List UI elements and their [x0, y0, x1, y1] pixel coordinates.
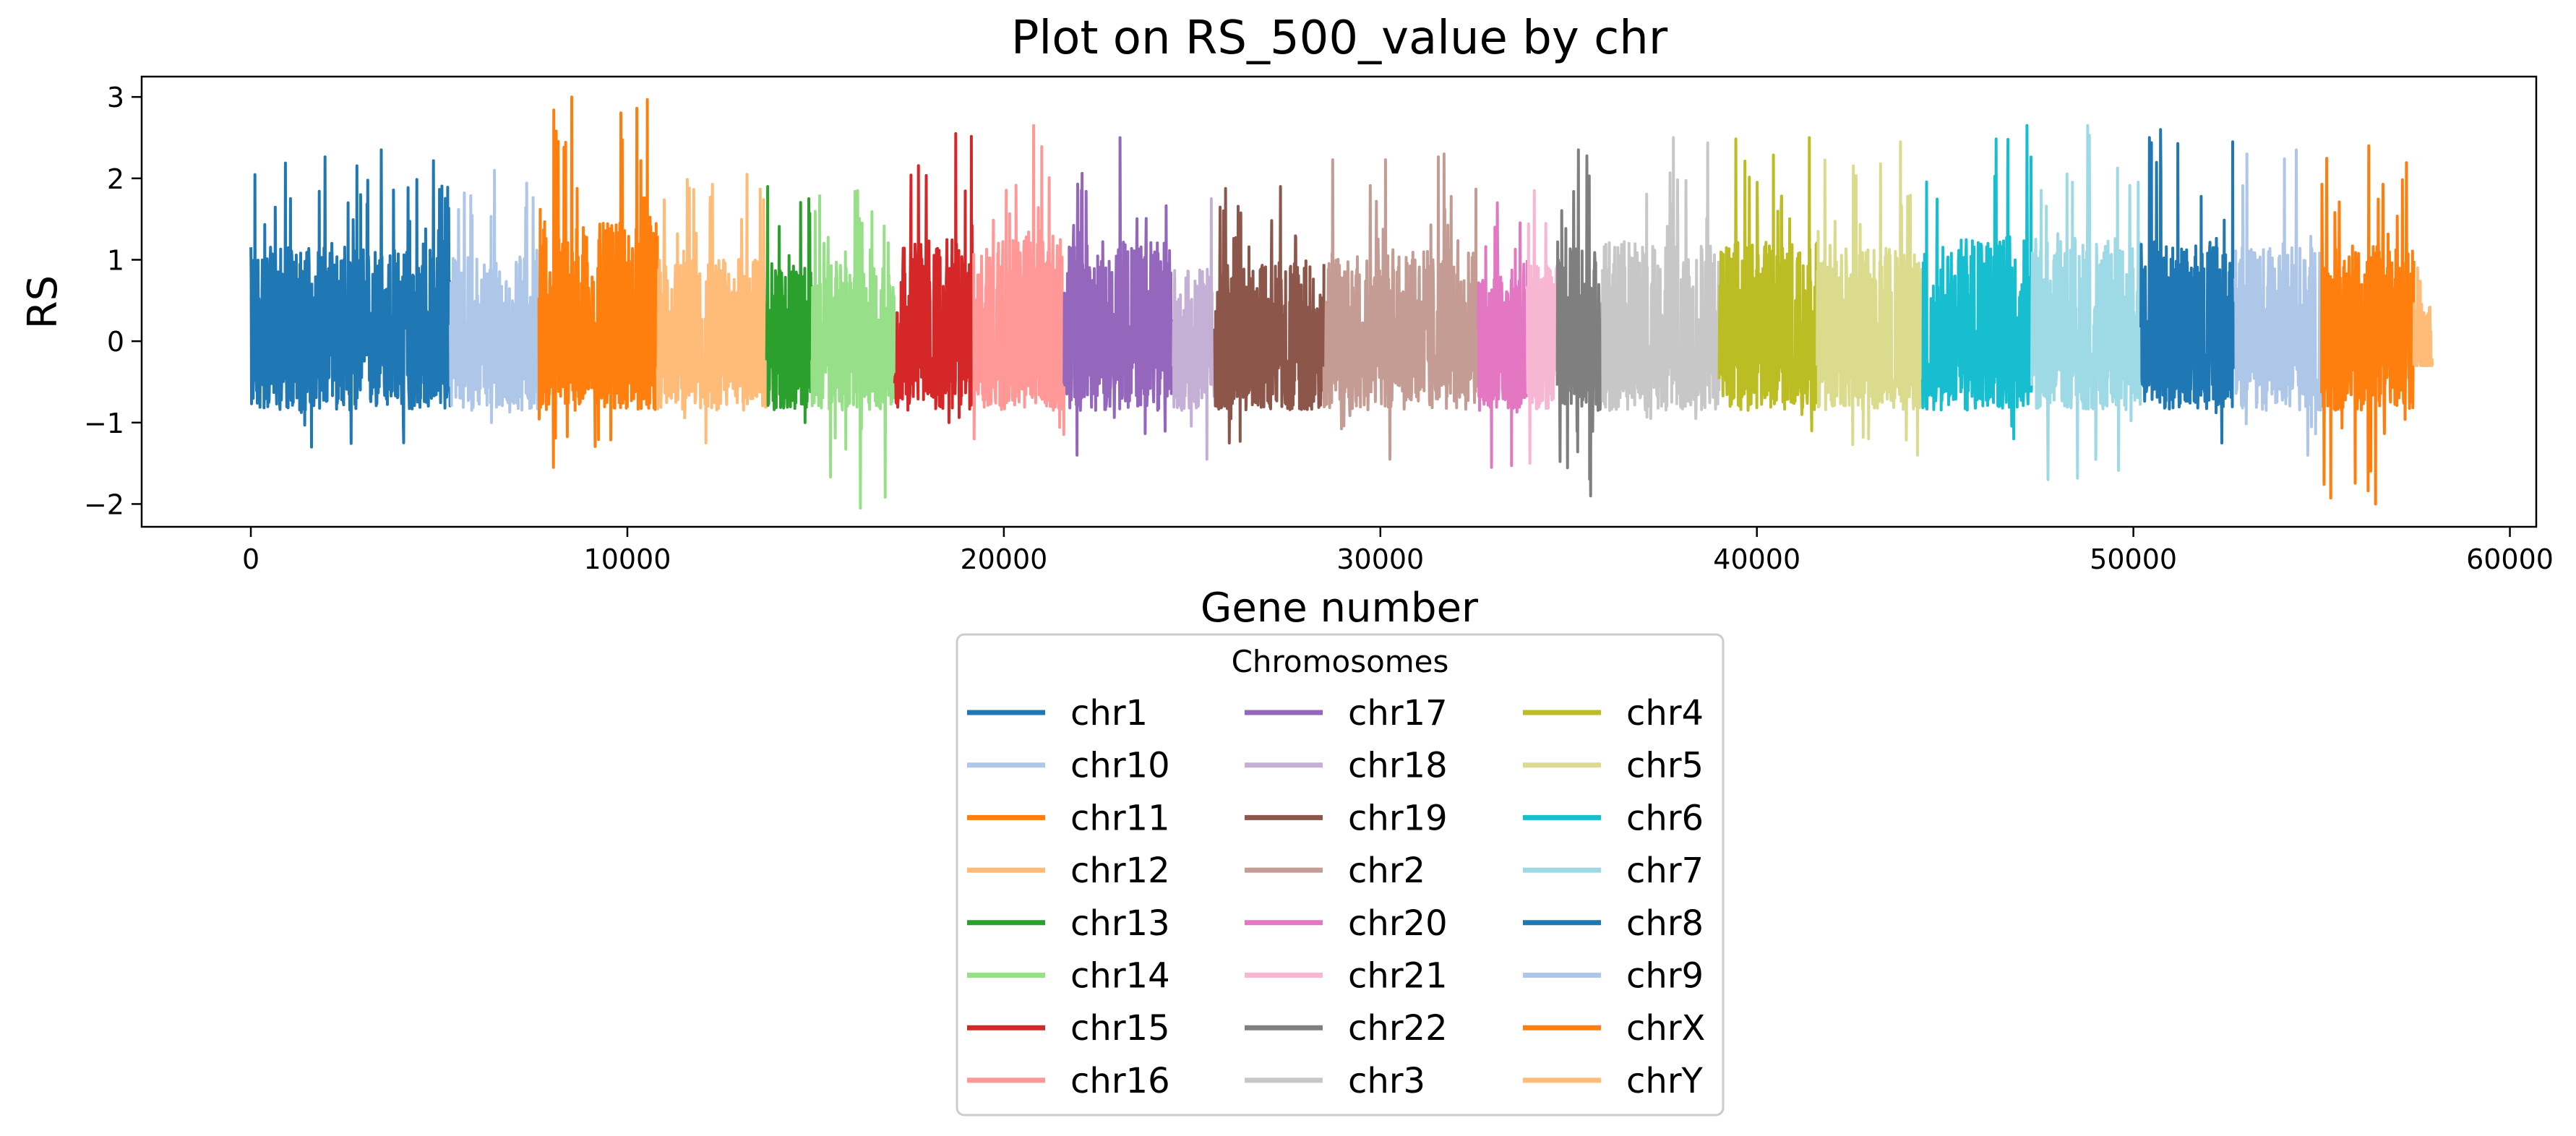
- series-line-chr4: [1717, 136, 1819, 433]
- legend-label: chr6: [1626, 798, 1704, 838]
- plot-lines: [249, 95, 2434, 510]
- legend-label: chr3: [1348, 1061, 1425, 1101]
- series-line-chr10: [449, 168, 541, 424]
- legend-item-chr2: chr2: [1245, 851, 1425, 891]
- series-line-chr13: [765, 185, 814, 424]
- legend-frame: [956, 633, 1725, 1116]
- legend-item-chr18: chr18: [1245, 746, 1448, 786]
- series-line-chr16: [972, 124, 1066, 441]
- series-line-chr19: [1213, 185, 1326, 444]
- x-tick-label: 20000: [960, 543, 1047, 575]
- legend-label: chr17: [1348, 693, 1448, 733]
- x-tick-label: 30000: [1336, 543, 1424, 575]
- legend-item-chr10: chr10: [967, 746, 1170, 786]
- legend-item-chr4: chr4: [1523, 693, 1704, 733]
- y-tick-label: 3: [107, 82, 124, 113]
- series-line-chr1: [249, 148, 452, 449]
- series-line-chr6: [1920, 124, 2033, 441]
- series-line-chr2: [1322, 152, 1480, 461]
- x-tick-label: 50000: [2090, 543, 2177, 575]
- series-line-chrY: [2412, 266, 2434, 367]
- series-line-chr3: [1601, 136, 1721, 421]
- series-line-chr12: [656, 173, 768, 444]
- legend-item-chrY: chrY: [1523, 1061, 1704, 1101]
- legend-label: chr13: [1070, 903, 1170, 944]
- series-line-chrX: [2320, 144, 2416, 506]
- legend-label: chr9: [1626, 956, 1704, 997]
- legend-label: chr5: [1626, 746, 1704, 786]
- x-tick-label: 60000: [2466, 543, 2554, 575]
- legend-label: chr15: [1070, 1008, 1170, 1049]
- y-tick-label: −1: [84, 408, 124, 439]
- series-line-chr22: [1555, 148, 1605, 498]
- legend-item-chr11: chr11: [967, 798, 1170, 838]
- y-tick-label: 1: [107, 244, 124, 276]
- legend-label: chr7: [1626, 851, 1704, 891]
- legend-label: chr8: [1626, 903, 1704, 944]
- legend-item-chr3: chr3: [1245, 1061, 1425, 1101]
- legend-label: chr12: [1070, 851, 1170, 891]
- series-line-chr7: [2030, 124, 2142, 481]
- legend-label: chr21: [1348, 956, 1448, 997]
- legend-item-chr9: chr9: [1523, 956, 1704, 997]
- legend-label: chr16: [1070, 1061, 1170, 1101]
- legend-label: chr4: [1626, 693, 1704, 733]
- legend-item-chr14: chr14: [967, 956, 1170, 997]
- y-tick-label: −2: [84, 489, 124, 520]
- series-line-chr20: [1477, 201, 1529, 469]
- legend-item-chrX: chrX: [1523, 1008, 1705, 1049]
- y-axis-label: RS: [20, 275, 66, 329]
- legend-item-chr22: chr22: [1245, 1008, 1448, 1049]
- series-line-chr8: [2139, 128, 2237, 444]
- legend-label: chrX: [1626, 1008, 1705, 1049]
- y-axis-ticks: −2 −1 0 1 2 3: [84, 82, 142, 520]
- x-tick-label: 40000: [1713, 543, 1800, 575]
- legend-label: chr22: [1348, 1008, 1448, 1049]
- legend-item-chr16: chr16: [967, 1061, 1170, 1101]
- legend-label: chrY: [1626, 1061, 1704, 1101]
- legend-item-chr8: chr8: [1523, 903, 1704, 944]
- legend-item-chr13: chr13: [967, 903, 1170, 944]
- legend-label: chr2: [1348, 851, 1425, 891]
- legend-label: chr20: [1348, 903, 1448, 944]
- legend-item-chr17: chr17: [1245, 693, 1448, 733]
- legend-label: chr18: [1348, 746, 1448, 786]
- legend-item-chr15: chr15: [967, 1008, 1170, 1049]
- legend-label: chr19: [1348, 798, 1448, 838]
- y-tick-label: 0: [107, 326, 124, 358]
- legend: Chromosomes chr1chr10chr11chr12chr13chr1…: [956, 633, 1725, 1116]
- legend-label: chr11: [1070, 798, 1170, 838]
- series-line-chr15: [893, 132, 976, 424]
- series-line-chr9: [2233, 148, 2324, 457]
- series-line-chr11: [537, 95, 659, 469]
- legend-label: chr1: [1070, 693, 1148, 733]
- x-axis-ticks: 0 10000 20000 30000 40000 50000 60000: [242, 527, 2554, 575]
- legend-item-chr6: chr6: [1523, 798, 1704, 838]
- legend-item-chr7: chr7: [1523, 851, 1704, 891]
- legend-entries: chr1 chr10 chr11 chr12 chr13 chr14 chr15 chr16 c…: [967, 693, 1705, 1101]
- legend-item-chr19: chr19: [1245, 798, 1448, 838]
- series-line-chr17: [1062, 136, 1175, 457]
- series-line-chr18: [1172, 197, 1216, 461]
- legend-title: Chromosomes: [1232, 644, 1449, 679]
- x-tick-label: 10000: [584, 543, 671, 575]
- series-line-chr5: [1816, 140, 1924, 457]
- legend-label: chr10: [1070, 746, 1170, 786]
- x-axis-label: Gene number: [1201, 585, 1479, 632]
- legend-item-chr20: chr20: [1245, 903, 1448, 944]
- legend-label: chr14: [1070, 956, 1170, 997]
- legend-item-chr21: chr21: [1245, 956, 1448, 997]
- chart-title: Plot on RS_500_value by chr: [1011, 12, 1668, 65]
- y-tick-label: 2: [107, 163, 124, 195]
- series-line-chr21: [1526, 189, 1559, 465]
- legend-item-chr12: chr12: [967, 851, 1170, 891]
- legend-item-chr1: chr1: [967, 693, 1148, 733]
- series-line-chr14: [810, 189, 896, 510]
- plot-area-frame: [140, 75, 2538, 528]
- x-tick-label: 0: [242, 543, 259, 575]
- legend-item-chr5: chr5: [1523, 746, 1704, 786]
